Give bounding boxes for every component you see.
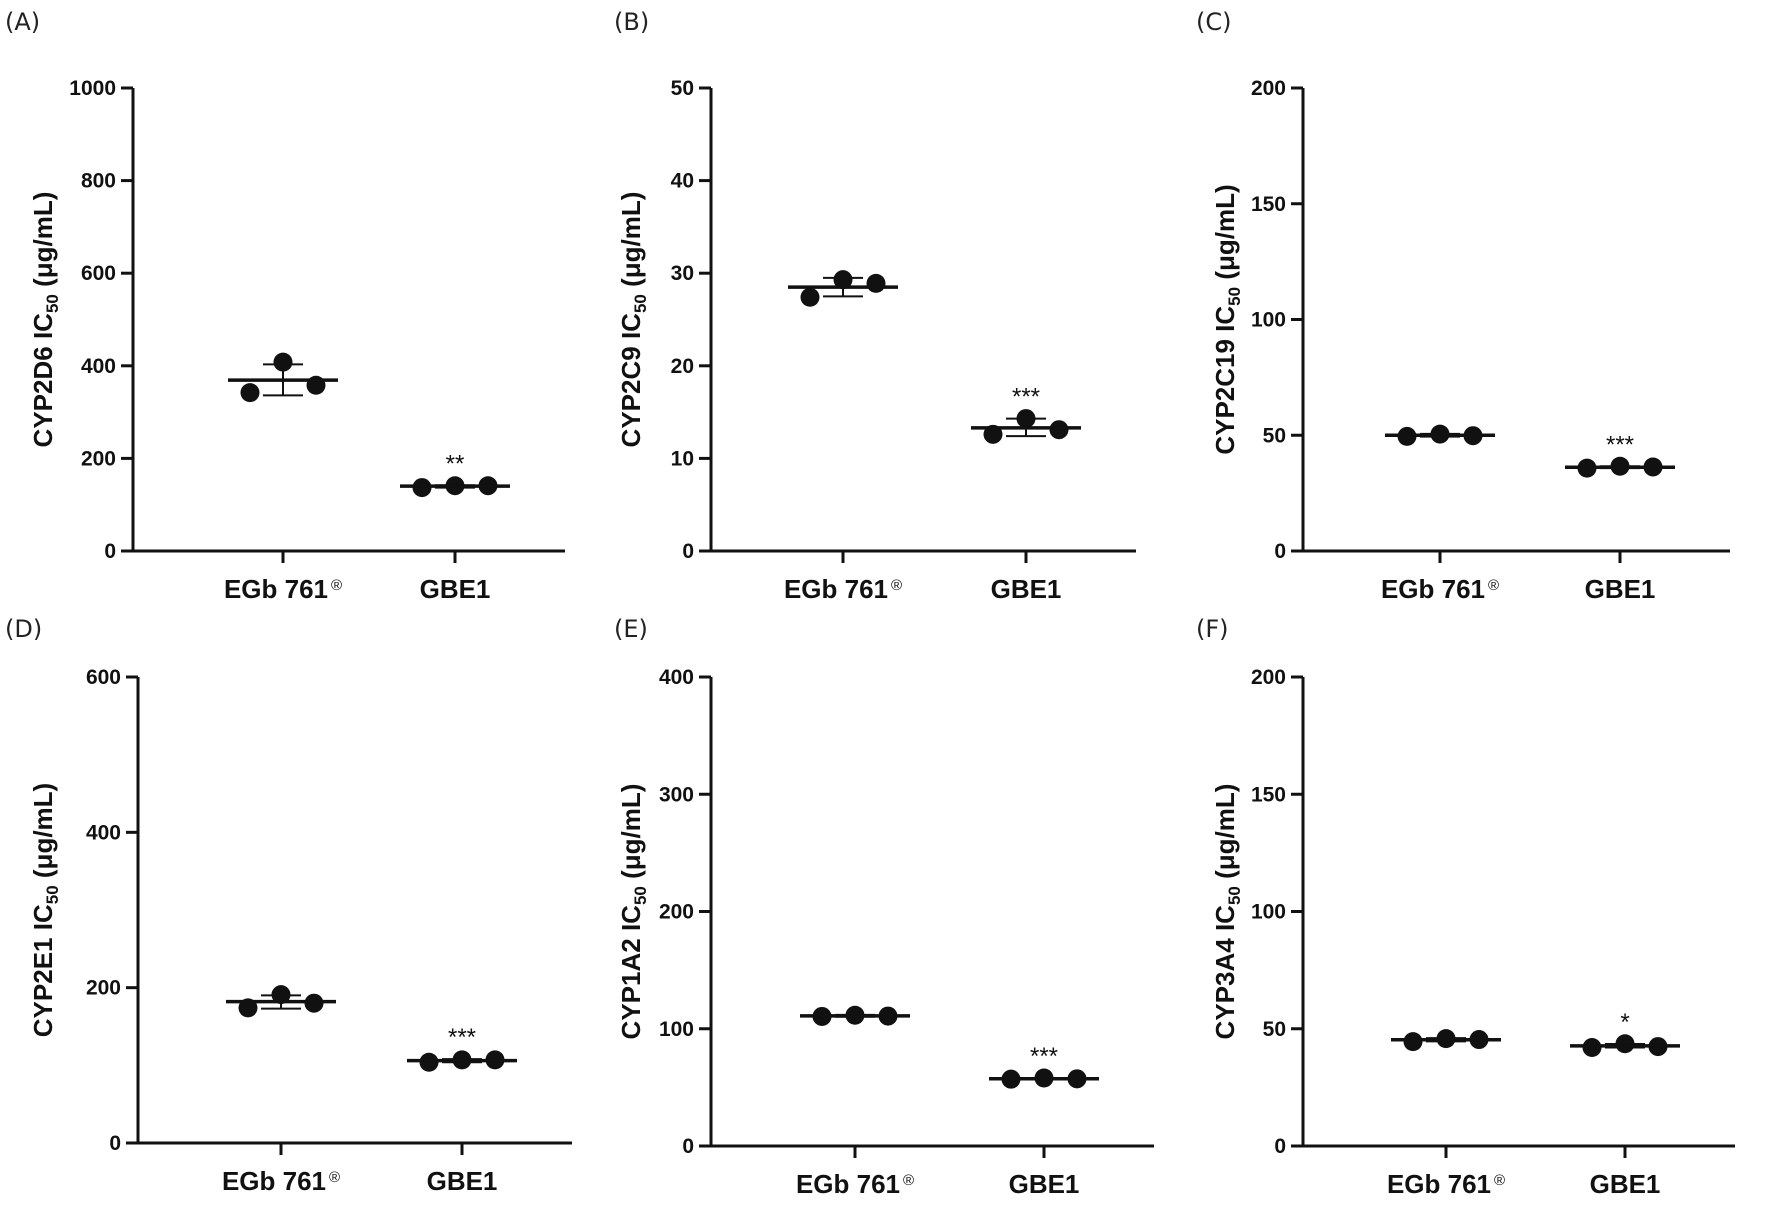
y-tick-label: 400 xyxy=(659,666,694,689)
data-point xyxy=(273,352,293,372)
panel-label: (F) xyxy=(1196,615,1229,643)
data-point xyxy=(833,270,853,290)
data-group-gbe1: *** xyxy=(971,384,1081,444)
x-category-label: EGb 761 ® xyxy=(1381,574,1499,604)
y-tick-label: 200 xyxy=(659,901,694,924)
y-tick-label: 400 xyxy=(81,355,116,378)
x-category-label: GBE1 xyxy=(991,574,1062,604)
significance-marker: *** xyxy=(1030,1043,1058,1070)
data-group-egb761 xyxy=(228,352,338,403)
y-tick-label: 200 xyxy=(1251,666,1286,689)
data-group-gbe1: *** xyxy=(407,1024,517,1072)
significance-marker: ** xyxy=(446,450,465,477)
data-point xyxy=(1615,1034,1635,1054)
x-category-label: EGb 761 ® xyxy=(784,574,902,604)
chart-panel-c: (C) 0 50 100 150 200 EGb 761 ® GBE1 CYP2C19 IC50 … xyxy=(1196,8,1730,604)
data-group-egb761 xyxy=(1391,1029,1501,1052)
panel-label: (D) xyxy=(5,615,42,643)
y-axis-title: CYP2E1 IC50 (μg/mL) xyxy=(28,783,62,1037)
panel-label: (A) xyxy=(5,8,40,36)
y-axis-title: CYP1A2 IC50 (μg/mL) xyxy=(616,784,650,1040)
x-category-label: GBE1 xyxy=(1590,1169,1661,1199)
y-tick-label: 0 xyxy=(1274,540,1286,563)
data-point xyxy=(271,985,291,1005)
data-group-gbe1: *** xyxy=(1565,431,1675,478)
x-category-label: EGb 761 ® xyxy=(796,1169,914,1199)
x-category-label: EGb 761 ® xyxy=(224,574,342,604)
y-tick-label: 600 xyxy=(86,666,121,689)
y-tick-label: 50 xyxy=(671,77,694,100)
y-tick-label: 0 xyxy=(682,1135,694,1158)
y-tick-label: 800 xyxy=(81,170,116,193)
y-tick-label: 200 xyxy=(86,977,121,1000)
y-tick-label: 0 xyxy=(682,540,694,563)
y-tick-label: 200 xyxy=(81,447,116,470)
data-point xyxy=(800,287,820,307)
data-point xyxy=(1049,420,1069,440)
x-category-label: GBE1 xyxy=(420,574,491,604)
y-tick-label: 30 xyxy=(671,262,694,285)
data-group-gbe1: ** xyxy=(400,450,510,498)
y-axis-title: CYP3A4 IC50 (μg/mL) xyxy=(1210,784,1244,1040)
y-tick-label: 10 xyxy=(671,447,694,470)
data-group-egb761 xyxy=(800,1005,910,1026)
significance-marker: *** xyxy=(1606,431,1634,458)
panel-label: (B) xyxy=(614,8,649,36)
x-category-label: GBE1 xyxy=(427,1166,498,1196)
y-tick-label: 400 xyxy=(86,821,121,844)
data-group-egb761 xyxy=(226,985,336,1018)
data-point xyxy=(1016,409,1036,429)
y-tick-label: 100 xyxy=(1251,309,1286,332)
y-tick-label: 50 xyxy=(1263,1018,1286,1041)
y-tick-label: 50 xyxy=(1263,424,1286,447)
data-point xyxy=(866,273,886,293)
y-tick-label: 300 xyxy=(659,783,694,806)
y-axis-title: CYP2C19 IC50 (μg/mL) xyxy=(1210,184,1244,454)
y-axis-title: CYP2C9 IC50 (μg/mL) xyxy=(616,192,650,448)
significance-marker: *** xyxy=(1012,384,1040,411)
y-tick-label: 1000 xyxy=(69,77,116,100)
chart-panel-d: (D) 0 200 400 600 EGb 761 ® GBE1 CYP2E1 IC50 (μg… xyxy=(5,615,572,1196)
y-tick-label: 150 xyxy=(1251,783,1286,806)
y-tick-label: 200 xyxy=(1251,77,1286,100)
y-axis-title: CYP2D6 IC50 (μg/mL) xyxy=(28,192,62,448)
data-group-egb761 xyxy=(1385,424,1495,446)
chart-panel-b: (B) 0 10 20 30 40 50 EGb 761 ® GBE1 CYP2C9 IC50 (μ… xyxy=(614,8,1136,604)
data-group-gbe1: *** xyxy=(989,1043,1099,1089)
x-category-label: GBE1 xyxy=(1585,574,1656,604)
y-tick-label: 0 xyxy=(109,1132,121,1155)
y-tick-label: 0 xyxy=(1274,1135,1286,1158)
significance-marker: *** xyxy=(448,1024,476,1051)
y-tick-label: 100 xyxy=(1251,901,1286,924)
chart-panel-f: (F) 0 50 100 150 200 EGb 761 ® GBE1 CYP3A4 IC50 (… xyxy=(1196,615,1735,1199)
data-group-egb761 xyxy=(788,270,898,307)
chart-panel-a: (A) 0 200 400 600 800 1000 EGb 761 ® GBE1 CYP2D6 I… xyxy=(5,8,565,604)
y-tick-label: 100 xyxy=(659,1018,694,1041)
y-tick-label: 150 xyxy=(1251,193,1286,216)
y-tick-label: 0 xyxy=(104,540,116,563)
x-category-label: EGb 761 ® xyxy=(1387,1169,1505,1199)
data-point xyxy=(1403,1032,1423,1052)
panel-label: (C) xyxy=(1196,8,1231,36)
x-category-label: GBE1 xyxy=(1009,1169,1080,1199)
y-tick-label: 40 xyxy=(671,170,694,193)
data-point xyxy=(240,383,260,403)
x-category-label: EGb 761 ® xyxy=(222,1166,340,1196)
y-tick-label: 600 xyxy=(81,262,116,285)
chart-panel-e: (E) 0 100 200 300 400 EGb 761 ® GBE1 CYP1A2 IC50 … xyxy=(614,615,1154,1199)
y-tick-label: 20 xyxy=(671,355,694,378)
panel-label: (E) xyxy=(614,615,648,643)
data-group-gbe1: * xyxy=(1570,1009,1680,1058)
significance-marker: * xyxy=(1620,1009,1629,1036)
